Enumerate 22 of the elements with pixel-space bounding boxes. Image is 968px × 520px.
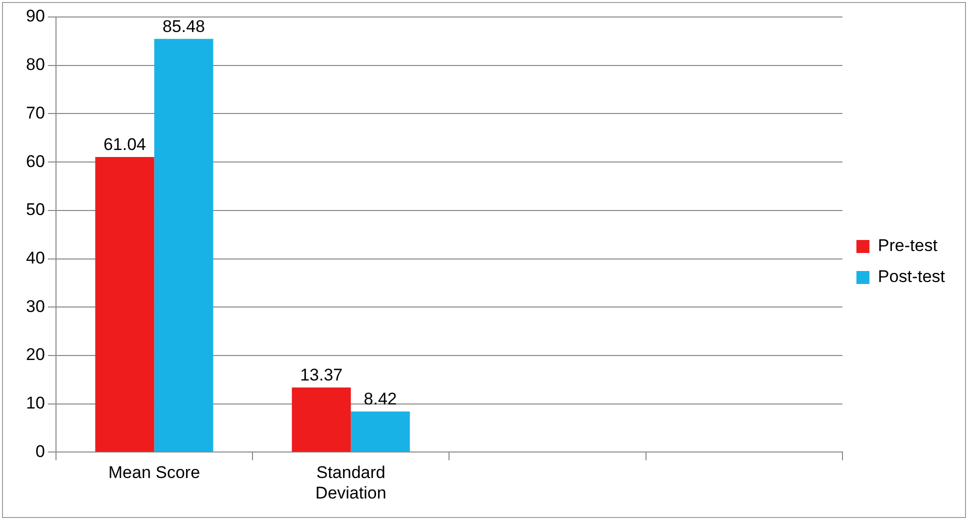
y-tick-label: 50 [26,200,45,220]
y-tick-label: 20 [26,345,45,364]
legend-label: Post-test [878,267,946,286]
x-tick-label: Mean Score [108,463,200,482]
y-tick-label: 10 [26,394,45,413]
data-label: 13.37 [300,366,343,385]
y-tick-label: 70 [26,103,45,122]
data-label: 8.42 [364,390,397,409]
y-tick-label: 30 [26,296,45,316]
bar [350,411,410,452]
y-tick-label: 40 [26,248,45,268]
y-tick-label: 90 [26,6,45,26]
y-tick-label: 0 [35,442,45,461]
data-label: 61.04 [103,135,146,154]
bar [154,38,214,452]
data-label: 85.48 [162,17,205,36]
y-tick-label: 80 [26,55,45,74]
bar [292,388,351,452]
x-tick-label: Standard Deviation [315,463,386,502]
legend-label: Pre-test [878,236,938,256]
y-tick-label: 60 [26,152,45,171]
bar [95,157,154,452]
